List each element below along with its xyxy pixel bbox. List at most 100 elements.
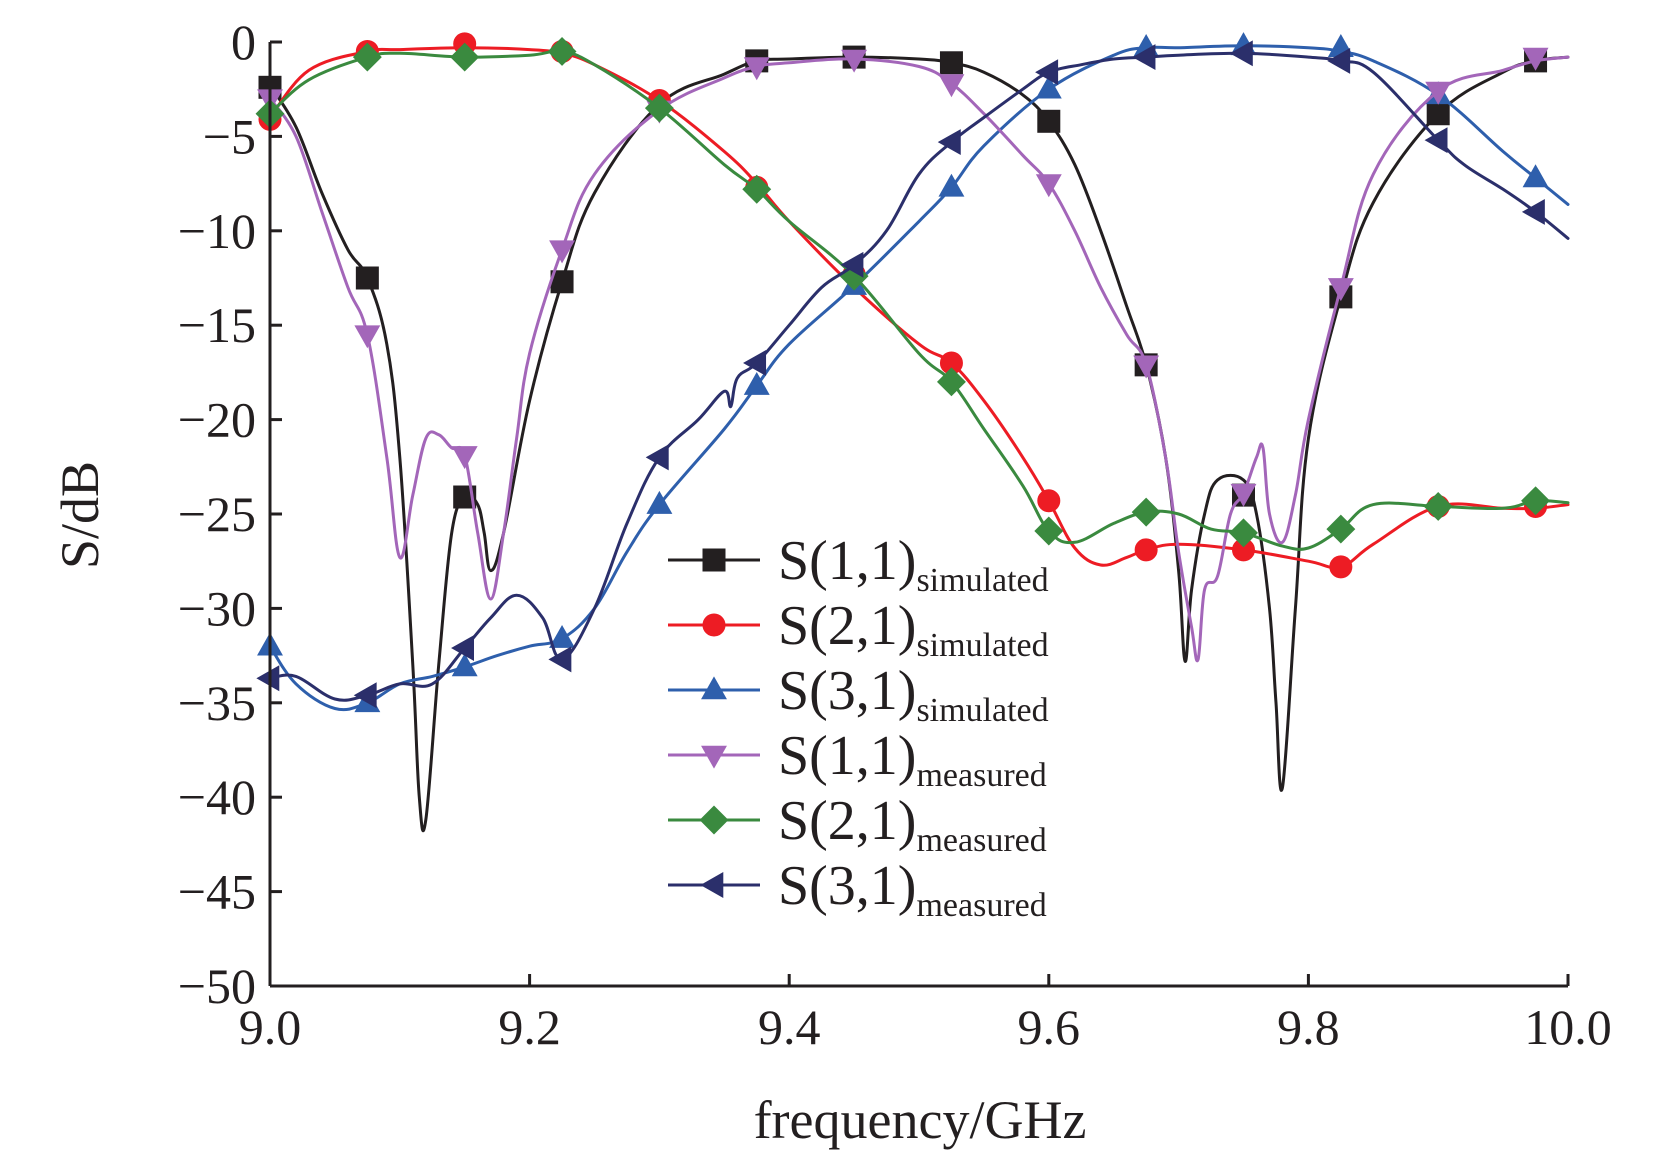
triangle-up-marker <box>1035 75 1062 99</box>
x-tick-label: 9.4 <box>758 999 821 1055</box>
plot-area: 9.0 9.2 9.4 9.6 9.8 10.0 0 −5 −10 −15 −20 −25 −30 −3… <box>178 14 1612 1055</box>
triangle-left-marker <box>451 635 474 662</box>
triangle-up-marker <box>451 653 478 677</box>
legend-triangle-down-marker <box>701 745 727 769</box>
triangle-left-marker <box>1521 198 1545 225</box>
series-line <box>268 51 1570 702</box>
diamond-marker <box>1521 486 1551 516</box>
legend-label: S(3,1)measured <box>778 855 1047 924</box>
legend-item: S(1,1)simulated <box>668 530 1049 599</box>
triangle-left-marker <box>1327 47 1351 74</box>
triangle-left-marker <box>743 350 767 376</box>
triangle-down-marker <box>1035 174 1062 198</box>
circle-marker <box>1037 489 1061 513</box>
x-tick-label: 9.8 <box>1277 999 1340 1055</box>
y-tick-label: −10 <box>178 203 256 259</box>
series-4 <box>257 47 1570 663</box>
triangle-down-marker <box>1230 483 1257 507</box>
legend-label-main: S(3,1) <box>778 855 916 917</box>
square-marker <box>1037 109 1061 133</box>
legend-label-main: S(2,1) <box>778 790 916 852</box>
triangle-up-marker <box>743 371 770 395</box>
y-tick-label: −15 <box>178 297 256 353</box>
y-tick-label: −50 <box>178 958 256 1014</box>
triangle-left-marker <box>548 646 572 673</box>
triangle-left-marker <box>645 444 669 471</box>
triangle-left-marker <box>1424 127 1448 154</box>
legend-triangle-up-marker <box>701 676 727 700</box>
triangle-left-marker <box>1229 40 1253 67</box>
square-marker <box>355 266 379 290</box>
y-ticks: 0 −5 −10 −15 −20 −25 −30 −35 −40 −45 −50 <box>178 14 282 1014</box>
triangle-down-marker <box>841 49 868 73</box>
series-6 <box>256 40 1570 709</box>
legend-label-subscript: measured <box>916 757 1046 794</box>
y-tick-label: −35 <box>178 675 256 731</box>
legend-label-subscript: measured <box>916 887 1046 924</box>
triangle-down-marker <box>451 446 478 470</box>
triangle-left-marker <box>840 251 864 278</box>
series-layer <box>255 32 1570 833</box>
y-tick-label: −30 <box>178 580 256 636</box>
x-tick-label: 9.6 <box>1018 999 1081 1055</box>
legend-item: S(3,1)simulated <box>668 660 1049 729</box>
legend-label-subscript: simulated <box>916 562 1048 599</box>
triangle-down-marker <box>354 325 381 349</box>
circle-marker <box>1329 555 1353 579</box>
x-axis-title: frequency/GHz <box>754 1090 1087 1150</box>
triangle-down-marker <box>938 74 965 98</box>
legend-circle-marker <box>702 613 726 637</box>
y-tick-label: −45 <box>178 864 256 920</box>
square-marker <box>939 51 963 75</box>
x-ticks: 9.0 9.2 9.4 9.6 9.8 10.0 <box>239 974 1612 1055</box>
diamond-marker <box>742 174 772 204</box>
y-tick-label: −40 <box>178 769 256 825</box>
y-axis-title: S/dB <box>50 461 110 569</box>
legend-item: S(1,1)measured <box>668 725 1047 794</box>
triangle-down-marker <box>549 240 576 264</box>
triangle-down-marker <box>1327 278 1354 302</box>
triangle-left-marker <box>353 682 377 709</box>
square-marker <box>1426 102 1450 126</box>
diamond-marker <box>1034 516 1064 546</box>
triangle-left-marker <box>256 665 280 692</box>
legend-label: S(2,1)measured <box>778 790 1047 859</box>
triangle-down-marker <box>743 57 770 81</box>
y-tick-label: 0 <box>231 14 256 70</box>
diamond-marker <box>1131 497 1161 527</box>
legend-square-marker <box>702 548 726 572</box>
y-tick-label: −20 <box>178 392 256 448</box>
diamond-marker <box>1229 518 1258 548</box>
series-line <box>268 44 1570 712</box>
series-line <box>268 49 1570 551</box>
y-tick-label: −25 <box>178 486 256 542</box>
triangle-left-marker <box>1132 44 1156 71</box>
x-tick-label: 10.0 <box>1524 999 1612 1055</box>
legend-triangle-left-marker <box>700 872 724 898</box>
legend-label-subscript: simulated <box>916 692 1048 729</box>
y-tick-label: −5 <box>203 108 256 164</box>
triangle-up-marker <box>646 490 673 514</box>
legend-label: S(2,1)simulated <box>778 595 1049 664</box>
triangle-left-marker <box>1035 59 1059 86</box>
triangle-down-marker <box>1522 47 1549 71</box>
legend-label-main: S(2,1) <box>778 595 916 657</box>
legend-label-main: S(1,1) <box>778 530 916 592</box>
series-line <box>268 55 1570 663</box>
triangle-up-marker <box>1522 164 1549 188</box>
diamond-marker <box>547 36 577 66</box>
triangle-down-marker <box>1425 81 1452 105</box>
series-5 <box>255 36 1570 551</box>
legend-item: S(2,1)measured <box>668 790 1047 859</box>
triangle-left-marker <box>937 129 961 156</box>
diamond-marker <box>352 42 382 72</box>
legend-label: S(1,1)simulated <box>778 530 1049 599</box>
diamond-marker <box>1423 491 1453 521</box>
diamond-marker <box>450 42 480 72</box>
x-tick-label: 9.0 <box>239 999 302 1055</box>
legend-label-main: S(3,1) <box>778 660 916 722</box>
circle-marker <box>1134 538 1158 562</box>
diamond-marker <box>644 93 674 123</box>
legend-label-subscript: measured <box>916 822 1046 859</box>
